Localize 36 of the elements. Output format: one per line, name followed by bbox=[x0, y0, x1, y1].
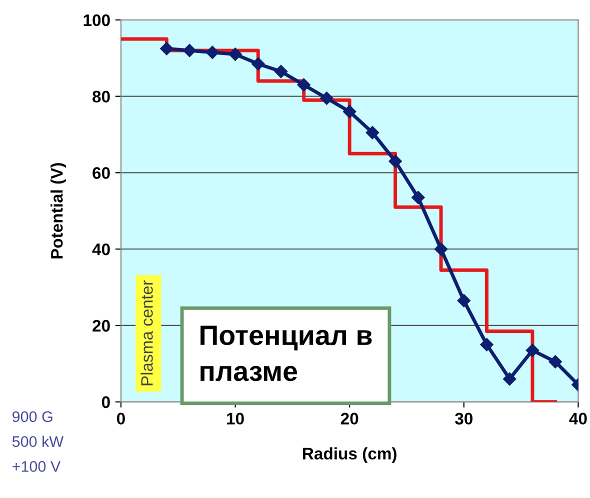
x-tick-label: 40 bbox=[569, 412, 587, 425]
y-tick-label: 20 bbox=[92, 320, 110, 332]
y-tick-label: 80 bbox=[92, 90, 110, 103]
y-tick-label: 60 bbox=[92, 167, 110, 179]
y-tick-label: 100 bbox=[84, 14, 110, 26]
point bbox=[182, 44, 196, 58]
y-axis-title: Potential (V) bbox=[50, 163, 66, 258]
point bbox=[457, 294, 470, 308]
point bbox=[412, 190, 425, 204]
point bbox=[320, 92, 334, 105]
point bbox=[388, 154, 402, 168]
y-tick-label: 0 bbox=[102, 396, 110, 408]
point bbox=[342, 105, 356, 118]
point bbox=[228, 48, 242, 61]
x-tick-label: 20 bbox=[340, 412, 358, 425]
point bbox=[548, 355, 562, 368]
point bbox=[480, 338, 494, 352]
text: 500 kW bbox=[12, 436, 64, 447]
point bbox=[297, 78, 310, 92]
text: 900 G bbox=[12, 411, 52, 422]
annotation: Потенциал в плазме bbox=[200, 326, 372, 382]
point bbox=[252, 57, 265, 70]
point bbox=[274, 64, 288, 78]
x-tick-label: 30 bbox=[455, 412, 472, 425]
point bbox=[206, 46, 219, 59]
point bbox=[526, 344, 540, 357]
point bbox=[160, 42, 174, 56]
x-tick-label: 10 bbox=[227, 412, 244, 425]
x-tick-label: 0 bbox=[116, 412, 125, 425]
point bbox=[366, 126, 380, 140]
point bbox=[434, 242, 448, 256]
y-tick-label: 40 bbox=[92, 244, 110, 256]
x-axis-title: Radius (cm) bbox=[303, 447, 396, 463]
annotation: Plasma center bbox=[140, 280, 153, 386]
text: +100 V bbox=[12, 461, 61, 472]
point bbox=[503, 372, 516, 386]
